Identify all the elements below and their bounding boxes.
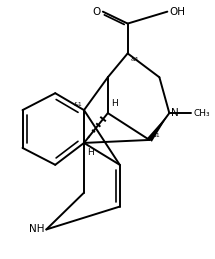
- Text: &1: &1: [131, 57, 139, 62]
- Text: H: H: [87, 148, 94, 157]
- Text: N: N: [171, 108, 179, 118]
- Text: &1: &1: [151, 133, 160, 138]
- Polygon shape: [147, 113, 169, 142]
- Text: &1: &1: [73, 102, 82, 107]
- Text: NH: NH: [29, 225, 44, 234]
- Text: CH₃: CH₃: [193, 109, 210, 118]
- Text: OH: OH: [169, 7, 185, 17]
- Text: O: O: [93, 7, 101, 17]
- Text: H: H: [111, 99, 118, 108]
